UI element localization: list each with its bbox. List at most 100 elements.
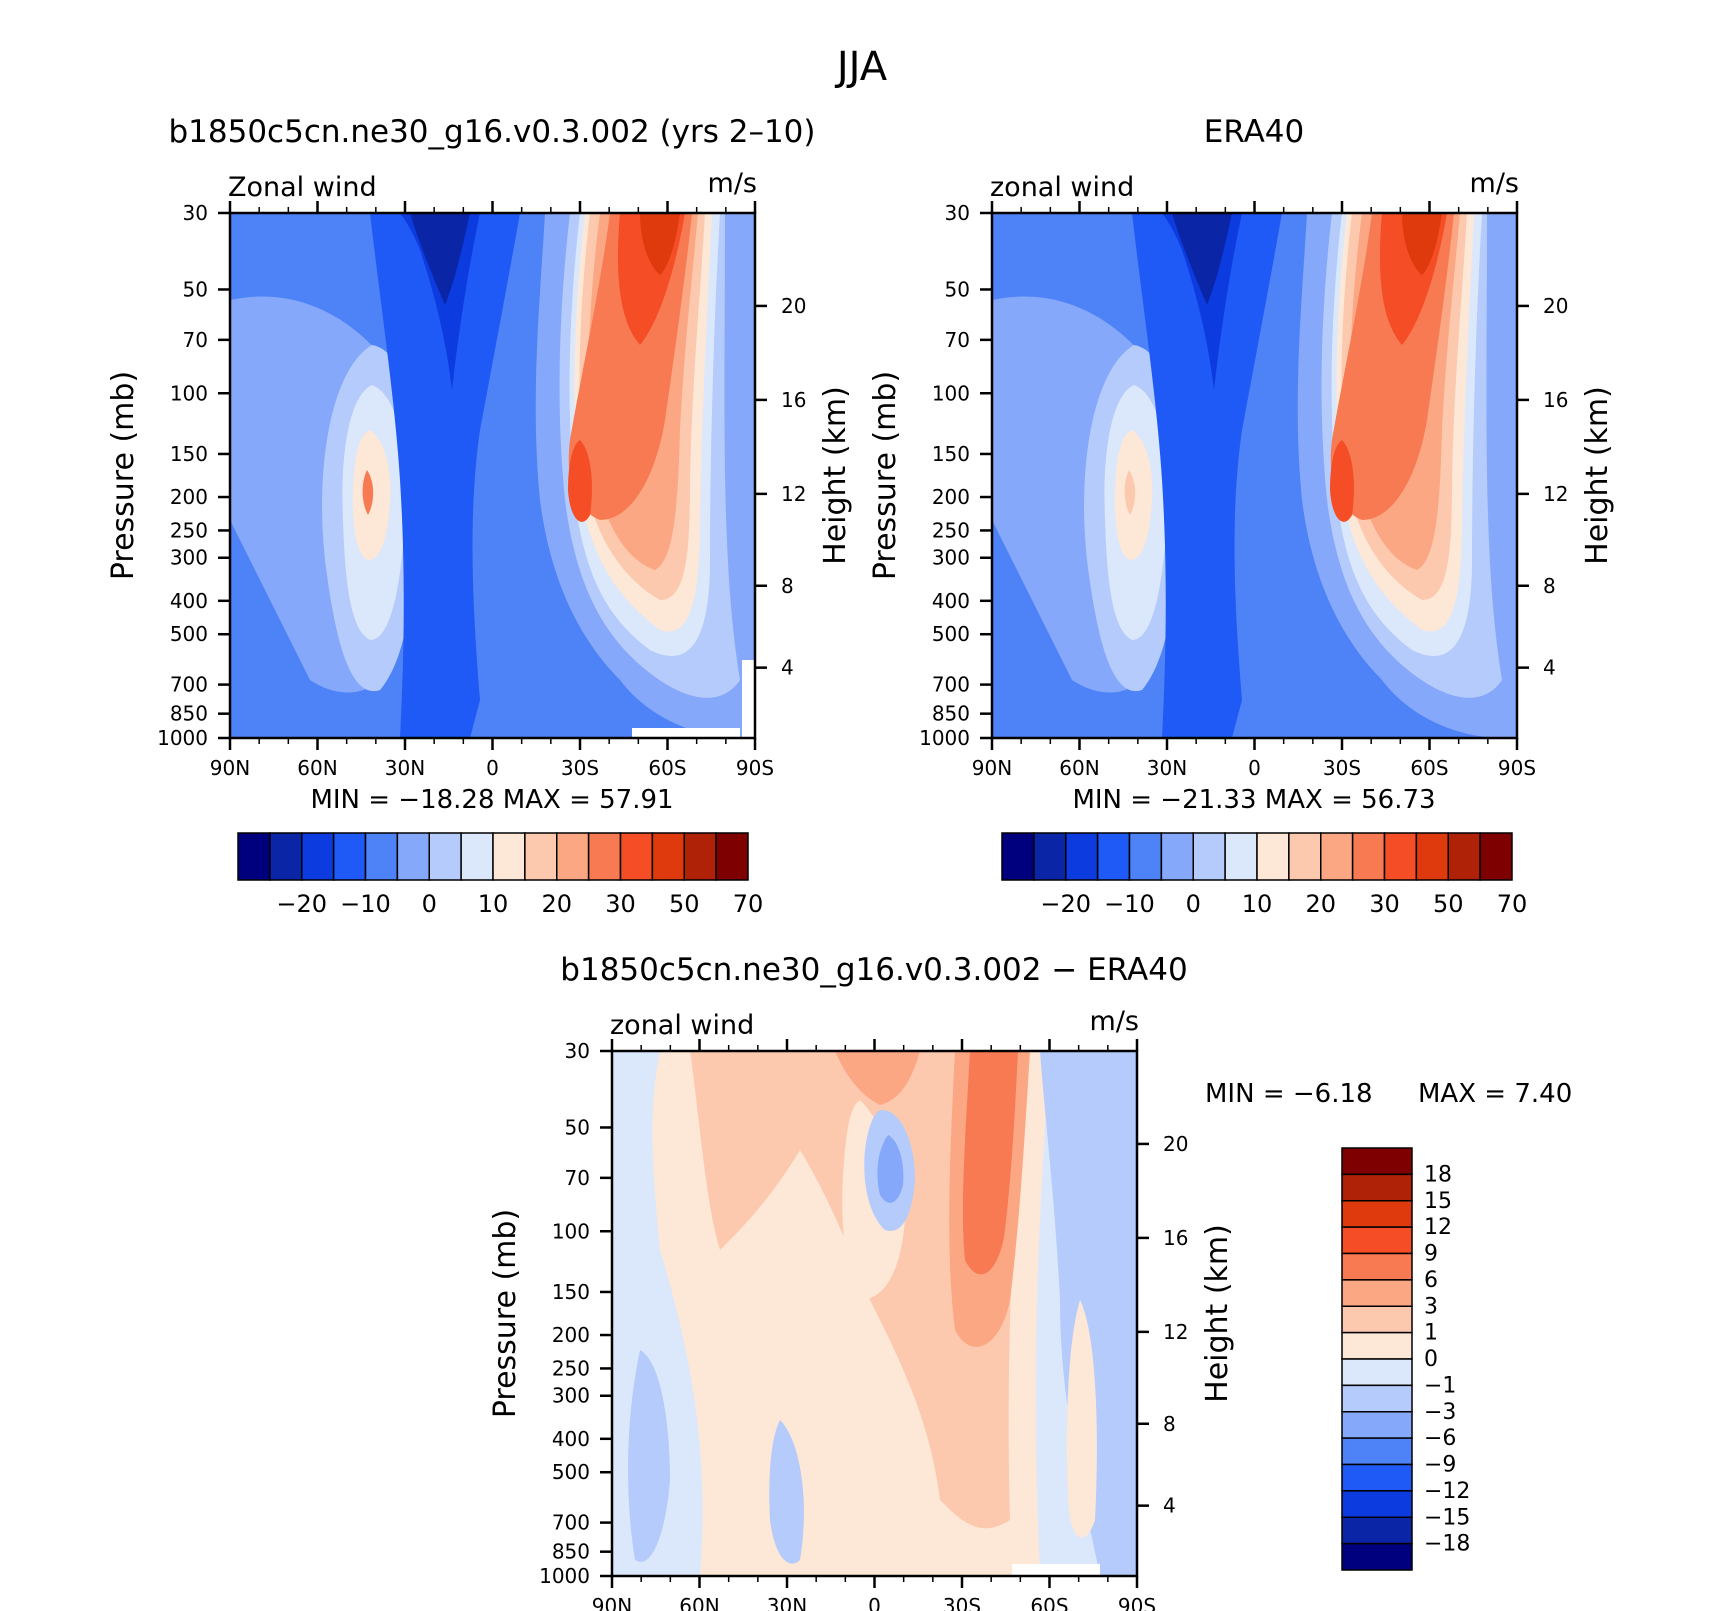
y-tick-label: 70 xyxy=(565,1166,590,1190)
panel-obs: ERA40 zonal wind m/s xyxy=(990,114,1519,740)
y-tick-label: 150 xyxy=(552,1280,590,1304)
x-tick-label: 30N xyxy=(767,1594,807,1611)
colorbar-swatch xyxy=(1224,832,1258,881)
panel-title: b1850c5cn.ne30_g16.v0.3.002 − ERA40 xyxy=(560,952,1187,988)
colorbar-label: −12 xyxy=(1424,1479,1470,1504)
colorbar-swatch xyxy=(1320,832,1354,881)
x-tick-label: 60N xyxy=(679,1594,719,1611)
colorbar-swatch xyxy=(396,832,430,881)
colorbar-swatch xyxy=(1341,1331,1413,1360)
colorbar-swatch xyxy=(1341,1226,1413,1255)
colorbar-swatch xyxy=(1160,832,1194,881)
x-tick-label: 30N xyxy=(385,756,425,780)
axes-layer: 90N 60N 30N 0 30S 60S 90S305070100150200250300… xyxy=(106,201,1615,1611)
colorbar-label: 30 xyxy=(605,890,636,918)
colorbar-swatch xyxy=(428,832,462,881)
x-tick-label: 30S xyxy=(561,756,599,780)
y-tick-label: 30 xyxy=(183,201,208,225)
x-tick-label: 90N xyxy=(972,756,1012,780)
colorbar-swatch xyxy=(1341,1542,1413,1571)
x-tick-label: 0 xyxy=(486,756,499,780)
y-tick-label: 250 xyxy=(170,518,208,542)
y-tick-label: 200 xyxy=(932,485,970,509)
colorbar-swatch xyxy=(1341,1490,1413,1518)
y-tick-label: 1000 xyxy=(539,1564,590,1588)
y-tick-label: 850 xyxy=(932,702,970,726)
y-tick-label: 100 xyxy=(932,381,970,405)
y-tick-label: 300 xyxy=(170,546,208,570)
colorbar-label: 1 xyxy=(1424,1321,1438,1346)
x-tick-label: 90S xyxy=(736,756,774,780)
colorbar-swatch xyxy=(1415,832,1449,881)
colorbar-label: 50 xyxy=(1433,890,1464,918)
y-tick-label: 70 xyxy=(183,328,208,352)
colorbar-swatch xyxy=(1341,1200,1413,1228)
colorbar-swatch xyxy=(556,832,590,881)
colorbar-swatch xyxy=(1341,1305,1413,1334)
colorbar-label: −9 xyxy=(1424,1453,1456,1478)
colorbar-swatch xyxy=(1341,1437,1413,1466)
stats-diff-min: MIN = −6.18 xyxy=(1205,1079,1373,1109)
y2-tick-label: 8 xyxy=(1543,574,1556,598)
right-label: m/s xyxy=(1090,1006,1139,1037)
left-label: zonal wind xyxy=(990,172,1134,203)
y2-tick-label: 20 xyxy=(781,294,806,318)
x-tick-label: 0 xyxy=(1248,756,1261,780)
left-label: zonal wind xyxy=(610,1010,754,1041)
colorbar-swatch xyxy=(460,832,494,881)
y-tick-label: 500 xyxy=(932,622,970,646)
colorbar-label: 30 xyxy=(1369,890,1400,918)
colorbar-swatch xyxy=(1341,1516,1413,1545)
x-tick-label: 90N xyxy=(592,1594,632,1611)
y2-tick-label: 12 xyxy=(1163,1320,1188,1344)
y2-tick-label: 4 xyxy=(1163,1494,1176,1518)
colorbar-label: 50 xyxy=(669,890,700,918)
colorbar-label: 9 xyxy=(1424,1242,1438,1267)
colorbar-swatch xyxy=(1341,1252,1413,1281)
y-tick-label: 400 xyxy=(170,589,208,613)
axes-obs: 90N 60N 30N 0 30S 60S 90S 30 50 70 100 150 200 250 300… xyxy=(868,201,1615,780)
colorbar-label: −10 xyxy=(340,890,391,918)
colorbar-label: 0 xyxy=(1424,1347,1438,1372)
y-tick-label: 30 xyxy=(945,201,970,225)
y-tick-label: 850 xyxy=(552,1540,590,1564)
y-axis-label: Pressure (mb) xyxy=(868,371,903,580)
colorbar-label: 6 xyxy=(1424,1268,1438,1293)
colorbar-label: 20 xyxy=(541,890,572,918)
colorbar-label: −20 xyxy=(276,890,327,918)
y-tick-label: 300 xyxy=(552,1384,590,1408)
y-tick-label: 200 xyxy=(552,1323,590,1347)
colorbar-swatch xyxy=(1383,832,1418,881)
y-tick-label: 70 xyxy=(945,328,970,352)
y-tick-label: 400 xyxy=(552,1427,590,1451)
colorbar-swatch xyxy=(1341,1411,1413,1439)
y-tick-label: 50 xyxy=(565,1115,590,1139)
y2-tick-label: 16 xyxy=(1163,1226,1188,1250)
colorbar-swatch xyxy=(587,832,622,881)
y2-tick-label: 8 xyxy=(1163,1412,1176,1436)
y2-tick-label: 4 xyxy=(781,656,794,680)
colorbar-swatch xyxy=(1128,832,1163,881)
y-tick-label: 100 xyxy=(552,1219,590,1243)
axes-model: 90N 60N 30N 0 30S 60S 90S 30 50 70 100 150 200 250 300… xyxy=(106,201,853,780)
x-tick-label: 60N xyxy=(1059,756,1099,780)
y2-tick-label: 16 xyxy=(781,388,806,412)
colorbar-swatch xyxy=(269,832,303,881)
y-tick-label: 500 xyxy=(170,622,208,646)
colorbar-swatch xyxy=(301,832,335,881)
colorbar-label: 12 xyxy=(1424,1215,1452,1240)
x-tick-label: 90S xyxy=(1498,756,1536,780)
y-tick-label: 50 xyxy=(945,277,970,301)
x-tick-label: 60S xyxy=(1410,756,1448,780)
colorbar-label: 0 xyxy=(422,890,437,918)
colorbar-label: 20 xyxy=(1305,890,1336,918)
colorbar-swatch xyxy=(1288,832,1322,881)
colorbar-swatch xyxy=(364,832,399,881)
y-tick-label: 300 xyxy=(932,546,970,570)
colorbar-swatch xyxy=(1341,1173,1413,1202)
colorbar-label: −1 xyxy=(1424,1373,1456,1398)
colorbar-swatch xyxy=(1033,832,1067,881)
y-tick-label: 700 xyxy=(932,673,970,697)
